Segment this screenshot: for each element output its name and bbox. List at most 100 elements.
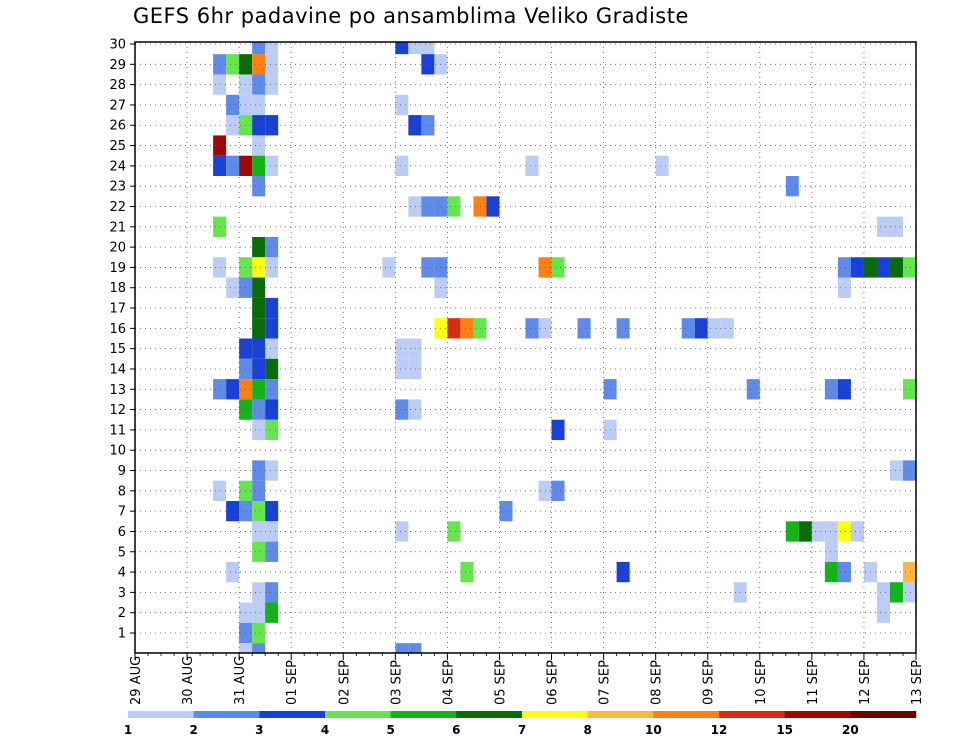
legend-label: 4 [321, 723, 329, 737]
heatmap-cell [382, 257, 396, 278]
heatmap-cell [421, 196, 435, 217]
heatmap-cell [252, 155, 266, 177]
heatmap-cell [252, 42, 266, 55]
x-tick-label: 04 SEP [441, 660, 456, 705]
heatmap-cell [408, 115, 422, 136]
heatmap-cell [213, 74, 227, 95]
heatmap-cell [252, 602, 266, 623]
x-tick-label: 10 SEP [754, 660, 769, 705]
y-tick-label: 18 [109, 281, 126, 296]
legend-label: 12 [711, 723, 728, 737]
x-tick-label: 05 SEP [493, 660, 508, 705]
legend-swatch [587, 711, 654, 718]
heatmap-cell [213, 257, 227, 278]
heatmap-cell [213, 216, 227, 237]
heatmap-cell [226, 155, 240, 177]
heatmap-cell [252, 277, 266, 298]
y-tick-label: 22 [109, 200, 126, 215]
y-tick-label: 12 [109, 403, 126, 418]
heatmap-cell [226, 561, 240, 583]
x-tick-label: 13 SEP [910, 660, 925, 705]
heatmap-cell [811, 521, 825, 542]
y-tick-label: 21 [109, 220, 126, 235]
y-tick-label: 16 [109, 322, 126, 337]
heatmap-cell [252, 176, 266, 197]
heatmap-cell [265, 42, 279, 55]
y-tick-label: 27 [109, 98, 126, 113]
heatmap-cell [408, 196, 422, 217]
x-tick-label: 03 SEP [389, 660, 404, 705]
heatmap-cell [824, 541, 838, 562]
heatmap-cell [720, 318, 734, 339]
y-tick-label: 30 [109, 38, 126, 53]
heatmap-cell [837, 521, 851, 542]
heatmap-cell [265, 419, 279, 441]
grid-lines [135, 42, 916, 653]
heatmap-cell [395, 521, 409, 542]
heatmap-cell [551, 419, 565, 441]
heatmap-cell [902, 379, 916, 400]
color-legend: 1 2 3 4 5 6 7 8 10 12 15 20 [124, 711, 917, 737]
heatmap-cell [876, 582, 890, 603]
y-tick-label: 5 [118, 545, 126, 560]
heatmap-cell [265, 541, 279, 562]
legend-swatch [456, 711, 523, 718]
heatmap-cell [265, 115, 279, 136]
chart-title: GEFS 6hr padavine po ansamblima Veliko G… [133, 4, 689, 28]
y-tick-label: 14 [109, 362, 126, 377]
legend-label: 10 [645, 723, 662, 737]
heatmap-cell [460, 561, 474, 583]
x-tick-label: 29 AUG [129, 656, 144, 705]
heatmap-cell [252, 297, 266, 319]
y-tick-label: 6 [118, 525, 126, 540]
heatmap-cell [421, 42, 435, 55]
heatmap-cell [460, 318, 474, 339]
y-tick-label: 4 [118, 566, 126, 581]
heatmap-cell [252, 338, 266, 359]
heatmap-cell [252, 236, 266, 258]
heatmap-cell [395, 358, 409, 380]
heatmap-cell [265, 318, 279, 339]
heatmap-cell [824, 561, 838, 583]
heatmap-cell [616, 561, 630, 583]
heatmap-cell [252, 643, 266, 653]
heatmap-cell [408, 399, 422, 420]
x-tick-label: 30 AUG [181, 656, 196, 705]
heatmap-cell [837, 277, 851, 298]
heatmap-cell [252, 622, 266, 644]
heatmap-cell [902, 582, 916, 603]
y-axis: 1234567891011121314151617181920212223242… [109, 38, 135, 642]
heatmap-cell [525, 318, 539, 339]
y-tick-label: 8 [118, 484, 126, 499]
heatmap-cell [902, 257, 916, 278]
heatmap-cell [837, 561, 851, 583]
heatmap-cell [226, 94, 240, 116]
y-tick-label: 13 [109, 383, 126, 398]
heatmap-cell [616, 318, 630, 339]
heatmap-cell [252, 419, 266, 441]
legend-swatch [325, 711, 391, 718]
heatmap-cell [265, 74, 279, 95]
heatmap-cell [824, 379, 838, 400]
legend-label: 1 [124, 723, 132, 737]
heatmap-cell [252, 115, 266, 136]
y-tick-label: 23 [109, 180, 126, 195]
heatmap-cell [226, 115, 240, 136]
heatmap-cell [265, 155, 279, 177]
legend-swatch [193, 711, 260, 718]
y-tick-label: 10 [109, 444, 126, 459]
legend-swatch [850, 711, 917, 718]
heatmap-cell [213, 480, 227, 501]
heatmap-cell [252, 358, 266, 380]
y-tick-label: 15 [109, 342, 126, 357]
heatmap-cell [265, 521, 279, 542]
legend-swatch [653, 711, 720, 718]
heatmap-cell [447, 521, 461, 542]
legend-label: 20 [842, 723, 859, 737]
heatmap-cell [239, 643, 253, 653]
heatmap-cell [889, 582, 903, 603]
heatmap-cell [252, 379, 266, 400]
heatmap-cell [837, 379, 851, 400]
heatmap-cell [265, 358, 279, 380]
